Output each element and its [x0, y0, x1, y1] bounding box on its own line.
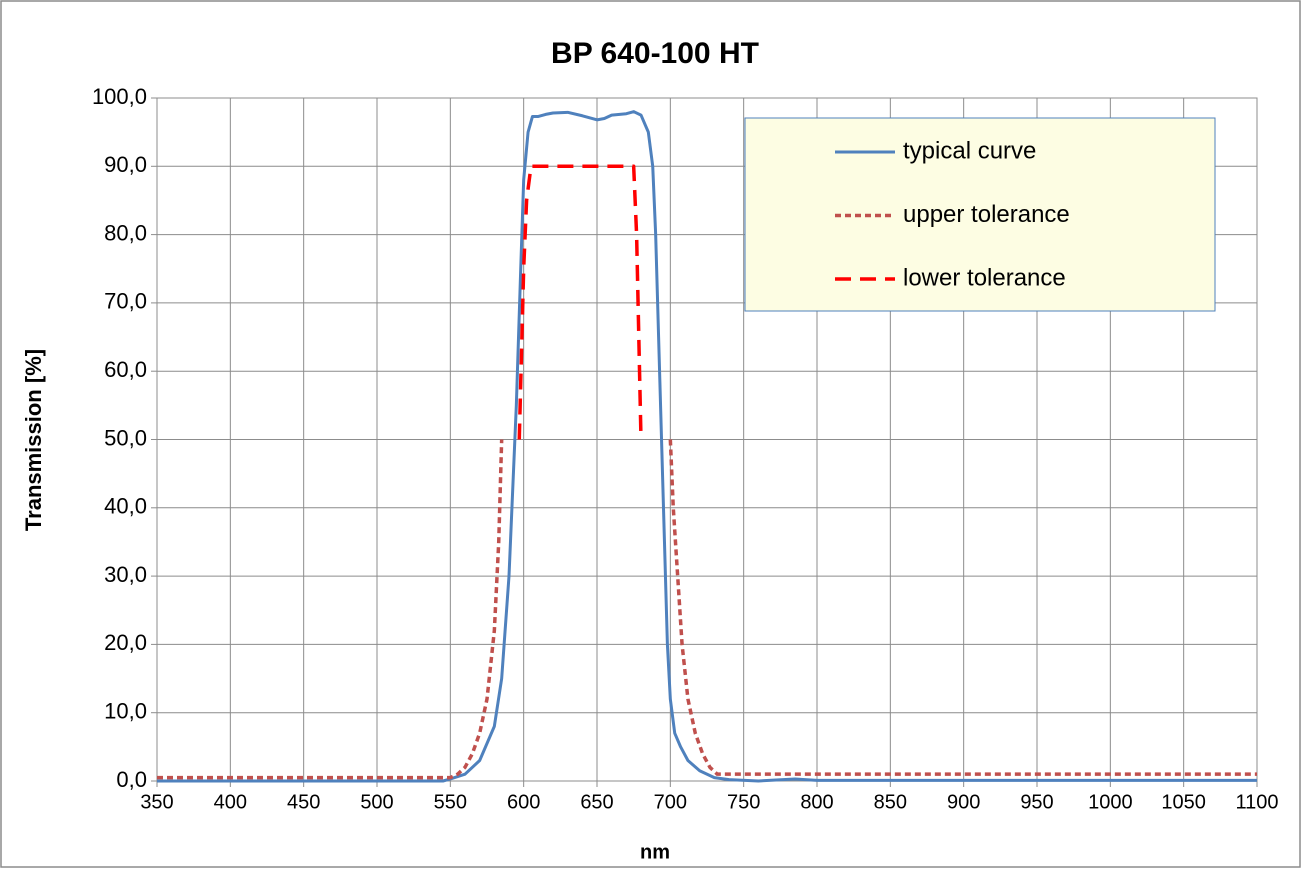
x-tick-label: 1050	[1161, 791, 1206, 813]
x-tick-label: 1100	[1235, 791, 1278, 813]
y-tick-label: 70,0	[104, 289, 147, 314]
x-tick-label: 350	[140, 791, 173, 813]
x-tick-label: 400	[214, 791, 247, 813]
y-tick-label: 100,0	[92, 84, 147, 109]
y-tick-label: 80,0	[104, 220, 147, 245]
series-line	[157, 110, 1257, 783]
x-tick-label: 650	[580, 791, 613, 813]
legend-label: typical curve	[903, 137, 1036, 164]
legend-label: upper tolerance	[903, 201, 1070, 228]
x-tick-label: 500	[360, 791, 393, 813]
y-tick-label: 20,0	[104, 630, 147, 655]
y-tick-label: 10,0	[104, 699, 147, 724]
y-tick-label: 0,0	[116, 767, 147, 792]
x-tick-label: 600	[507, 791, 540, 813]
x-tick-label: 1000	[1088, 791, 1133, 813]
y-tick-label: 90,0	[104, 152, 147, 177]
x-axis-label: nm	[640, 841, 670, 863]
y-tick-label: 40,0	[104, 494, 147, 519]
x-tick-label: 700	[654, 791, 687, 813]
legend-label: lower tolerance	[903, 264, 1066, 291]
x-tick-label: 450	[287, 791, 320, 813]
legend-box	[744, 117, 1216, 312]
x-tick-label: 800	[800, 791, 833, 813]
y-tick-label: 50,0	[104, 425, 147, 450]
x-tick-label: 900	[947, 791, 980, 813]
y-tick-label: 30,0	[104, 562, 147, 587]
x-tick-label: 550	[434, 791, 467, 813]
y-axis-label: Transmission [%]	[21, 349, 46, 531]
chart-title: BP 640-100 HT	[551, 37, 759, 70]
plot-frame	[156, 97, 1258, 782]
series-line	[157, 439, 1257, 780]
x-tick-label: 850	[874, 791, 907, 813]
x-tick-label: 750	[727, 791, 760, 813]
y-tick-label: 60,0	[104, 357, 147, 382]
x-tick-label: 950	[1020, 791, 1053, 813]
